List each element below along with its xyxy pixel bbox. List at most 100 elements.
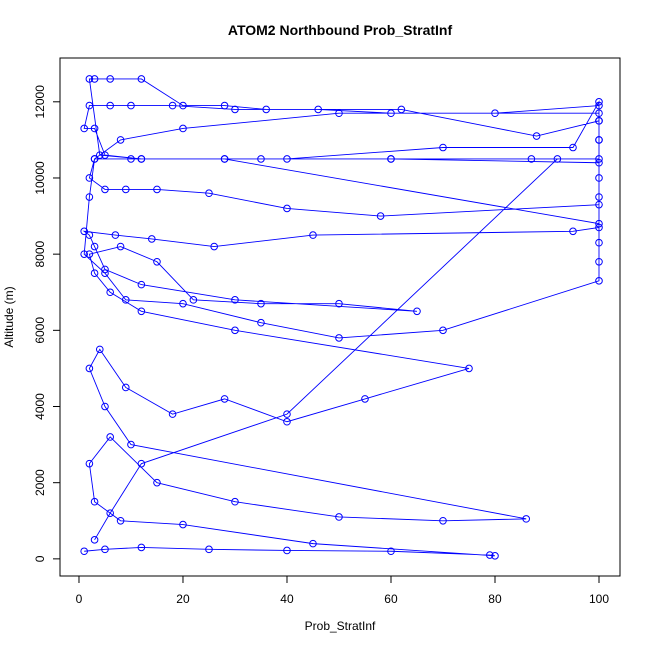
- data-point: [90, 536, 99, 544]
- y-tick-label: 10000: [33, 161, 47, 195]
- data-point: [101, 265, 109, 274]
- x-tick-label: 40: [280, 592, 294, 606]
- x-tick-label: 60: [384, 592, 398, 606]
- data-point: [179, 101, 187, 110]
- data-point: [397, 105, 406, 114]
- y-tick-label: 12000: [33, 85, 47, 119]
- data-point: [106, 433, 114, 441]
- data-point: [387, 155, 395, 163]
- data-point: [179, 520, 187, 529]
- data-point: [595, 257, 603, 266]
- data-point: [569, 227, 577, 236]
- data-point: [168, 101, 177, 110]
- data-point: [439, 326, 447, 335]
- data-point: [595, 155, 603, 163]
- data-point: [121, 383, 130, 392]
- data-point: [283, 204, 291, 213]
- data-point: [335, 109, 343, 118]
- x-axis-label: Prob_StratInf: [305, 619, 376, 633]
- data-point: [257, 299, 265, 308]
- data-point: [205, 545, 213, 554]
- data-point: [179, 124, 187, 133]
- data-point: [101, 545, 109, 554]
- data-point: [283, 417, 291, 426]
- data-point: [121, 296, 130, 304]
- data-point: [309, 231, 317, 239]
- data-point: [595, 98, 603, 106]
- x-tick-label: 0: [76, 592, 83, 606]
- data-point: [595, 109, 603, 118]
- data-point: [231, 105, 239, 114]
- data-point: [220, 155, 229, 163]
- data-point: [231, 326, 239, 335]
- data-point: [361, 395, 369, 403]
- data-point: [116, 242, 125, 251]
- data-point: [147, 235, 156, 243]
- data-point: [210, 242, 218, 251]
- data-point: [262, 105, 270, 114]
- chart-title: ATOM2 Northbound Prob_StratInf: [228, 22, 453, 38]
- data-point: [335, 299, 343, 308]
- data-point: [532, 132, 541, 140]
- data-point: [220, 395, 229, 403]
- data-point: [595, 238, 603, 247]
- x-tick-label: 100: [589, 592, 609, 606]
- data-point: [85, 364, 94, 373]
- y-tick-label: 2000: [33, 469, 47, 496]
- data-point: [283, 410, 291, 418]
- data-point: [90, 269, 99, 277]
- data-point: [439, 143, 447, 152]
- data-point: [137, 280, 146, 289]
- data-point: [85, 193, 94, 201]
- data-point: [85, 75, 94, 83]
- data-point: [121, 185, 130, 194]
- data-point: [387, 109, 395, 118]
- data-point: [101, 185, 109, 194]
- data-point: [90, 497, 99, 506]
- data-point: [95, 151, 104, 159]
- data-point: [465, 364, 473, 373]
- data-point: [314, 105, 322, 114]
- data-point: [376, 212, 385, 220]
- data-point: [485, 551, 494, 559]
- data-point: [153, 185, 161, 194]
- data-point: [80, 250, 88, 258]
- x-tick-label: 80: [488, 592, 502, 606]
- data-point: [127, 155, 135, 163]
- data-point: [283, 155, 291, 163]
- data-point: [95, 345, 104, 354]
- data-point: [179, 299, 187, 308]
- data-point: [220, 101, 229, 110]
- data-point: [106, 101, 114, 110]
- data-point: [595, 117, 603, 125]
- data-point: [101, 402, 109, 411]
- data-point: [595, 219, 603, 228]
- data-point: [522, 515, 530, 523]
- data-line: [82, 78, 600, 557]
- data-point: [283, 546, 291, 555]
- data-point: [595, 101, 603, 110]
- y-tick-label: 6000: [33, 317, 47, 344]
- data-point: [137, 155, 146, 163]
- data-point: [189, 296, 198, 304]
- data-point: [153, 257, 161, 266]
- y-tick-label: 8000: [33, 240, 47, 267]
- data-point: [231, 497, 239, 506]
- data-point: [127, 440, 135, 449]
- data-point: [595, 158, 603, 167]
- y-tick-label: 0: [33, 555, 47, 562]
- data-point: [553, 155, 562, 163]
- data-point: [205, 189, 213, 198]
- data-point: [168, 410, 177, 418]
- data-point: [90, 242, 99, 251]
- data-point: [85, 101, 94, 110]
- data-point: [595, 174, 603, 182]
- data-point: [595, 193, 603, 201]
- data-point: [116, 516, 125, 525]
- data-point: [106, 509, 114, 517]
- y-tick-label: 4000: [33, 393, 47, 420]
- data-point: [90, 124, 99, 133]
- data-point: [80, 124, 88, 133]
- data-point: [137, 75, 146, 83]
